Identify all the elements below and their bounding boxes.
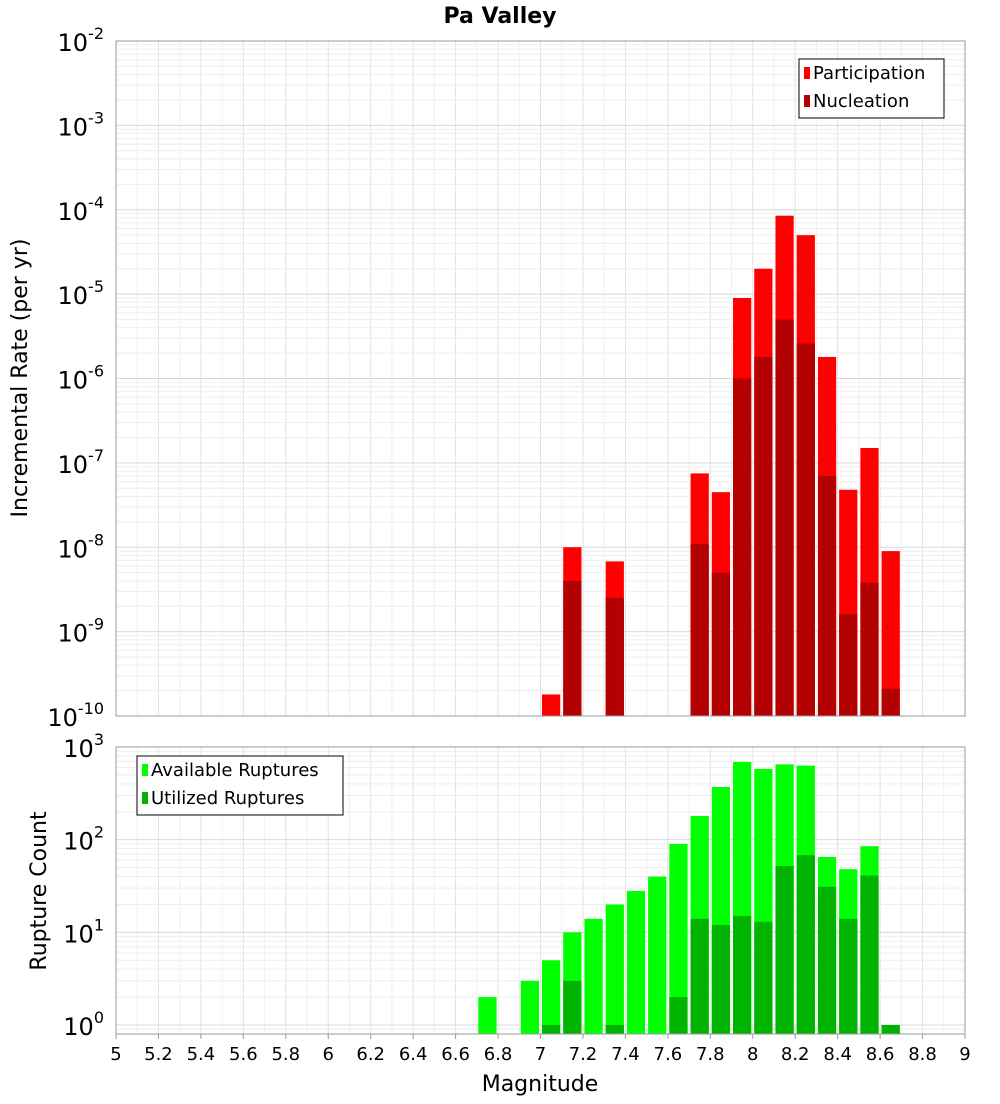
chart-title: Pa Valley: [443, 4, 556, 29]
top-bar-secondary: [605, 598, 624, 716]
bottom-bar-primary: [542, 960, 561, 1034]
top-y-axis-label: Incremental Rate (per yr): [8, 239, 33, 518]
top-y-tick-label: 10-9: [58, 615, 105, 648]
top-bar-secondary: [839, 614, 858, 716]
top-legend-label: Nucleation: [813, 91, 909, 112]
top-bar-secondary: [817, 475, 837, 716]
x-tick-label: 8.6: [866, 1044, 895, 1065]
x-tick-label: 6.2: [356, 1044, 385, 1065]
top-y-tick-label: 10-3: [58, 108, 105, 141]
bottom-y-tick-label: 101: [63, 915, 104, 948]
bottom-legend-label: Utilized Ruptures: [151, 788, 304, 809]
bottom-bar-primary: [669, 843, 688, 1034]
x-tick-label: 8: [747, 1044, 758, 1065]
x-tick-label: 5.4: [187, 1044, 216, 1065]
top-y-tick-label: 10-10: [47, 699, 104, 732]
bottom-bar-secondary: [860, 875, 879, 1034]
bottom-y-tick-label: 103: [63, 730, 104, 763]
top-bar-secondary: [690, 543, 709, 716]
top-bar-secondary: [775, 319, 794, 716]
bottom-legend-swatch: [142, 764, 148, 776]
top-bar-primary: [881, 551, 900, 716]
x-tick-label: 8.4: [823, 1044, 852, 1065]
top-bar-secondary: [711, 572, 731, 716]
bottom-bar-secondary: [605, 1025, 624, 1034]
bottom-bar-secondary: [563, 980, 582, 1034]
top-bar-secondary: [563, 580, 582, 716]
top-bar-secondary: [733, 378, 752, 716]
top-bar-secondary: [881, 688, 900, 716]
top-legend-swatch: [804, 67, 810, 79]
top-y-tick-label: 10-7: [58, 446, 105, 479]
x-tick-label: 8.2: [781, 1044, 810, 1065]
x-tick-label: 5: [110, 1044, 121, 1065]
top-legend-label: Participation: [813, 63, 925, 84]
bottom-bar-primary: [605, 904, 624, 1034]
bottom-bar-secondary: [754, 921, 773, 1034]
bottom-bar-secondary: [542, 1025, 561, 1034]
x-tick-label: 7.2: [569, 1044, 598, 1065]
x-tick-label: 8.8: [908, 1044, 937, 1065]
x-axis-label: Magnitude: [482, 1072, 599, 1097]
bottom-legend-swatch: [142, 792, 148, 804]
bottom-bar-secondary: [775, 865, 794, 1034]
bottom-bar-primary: [626, 890, 646, 1034]
bottom-bar-primary: [648, 876, 667, 1034]
bottom-legend-label: Available Ruptures: [151, 760, 319, 781]
x-tick-label: 5.2: [144, 1044, 173, 1065]
bottom-bar-secondary: [711, 925, 731, 1034]
bottom-bar-primary: [520, 980, 539, 1034]
bottom-legend-box: [136, 755, 344, 816]
top-y-tick-label: 10-2: [58, 24, 105, 57]
top-y-tick-label: 10-6: [58, 362, 105, 395]
bottom-bar-secondary: [881, 1025, 900, 1034]
x-tick-label: 6.8: [484, 1044, 513, 1065]
x-tick-label: 6.4: [399, 1044, 428, 1065]
top-y-tick-label: 10-4: [58, 193, 105, 226]
bottom-bar-secondary: [796, 855, 815, 1034]
x-tick-label: 7.8: [696, 1044, 725, 1065]
top-y-tick-label: 10-5: [58, 277, 105, 310]
bottom-bar-secondary: [733, 916, 752, 1034]
bottom-y-tick-label: 100: [63, 1008, 104, 1041]
top-bar-secondary: [796, 343, 815, 716]
bottom-bar-secondary: [690, 918, 709, 1034]
bottom-bar-secondary: [669, 997, 688, 1034]
top-bar-secondary: [860, 582, 879, 716]
bottom-y-axis-label: Rupture Count: [27, 811, 52, 971]
x-tick-label: 5.8: [271, 1044, 300, 1065]
x-tick-label: 6.6: [441, 1044, 470, 1065]
bottom-bar-secondary: [839, 918, 858, 1034]
top-legend-box: [798, 58, 945, 119]
x-tick-label: 5.6: [229, 1044, 258, 1065]
bottom-bar-secondary: [817, 886, 837, 1034]
bottom-y-tick-label: 102: [63, 823, 104, 856]
x-tick-label: 7.6: [654, 1044, 683, 1065]
bottom-bar-primary: [584, 918, 603, 1034]
top-legend-swatch: [804, 95, 810, 107]
x-tick-label: 6: [323, 1044, 334, 1065]
top-bar-primary: [542, 694, 561, 716]
bottom-bar-primary: [478, 997, 497, 1034]
top-plot-frame: [115, 40, 966, 717]
top-bar-secondary: [754, 356, 773, 716]
x-tick-label: 7.4: [611, 1044, 640, 1065]
top-y-tick-label: 10-8: [58, 530, 105, 563]
x-tick-label: 7: [535, 1044, 546, 1065]
x-tick-label: 9: [959, 1044, 970, 1065]
